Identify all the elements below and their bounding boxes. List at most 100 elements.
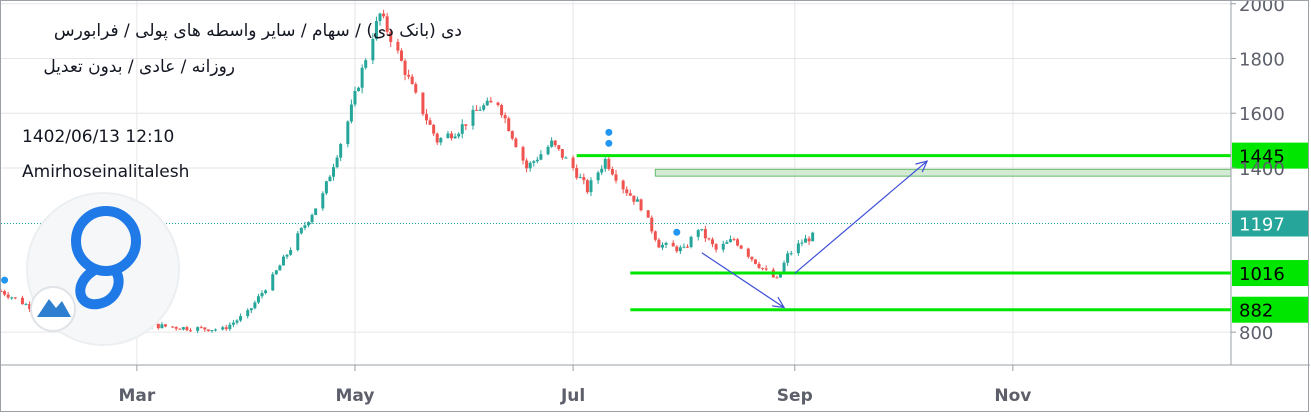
axis-labels: 800 1400 1600 1800 2000 Mar May Jul Sep Nov <box>118 0 1285 406</box>
candle-body <box>307 222 310 226</box>
level-price-label: 1016 <box>1239 264 1285 285</box>
candle-body <box>707 238 711 240</box>
chart-settings-line: روزانه / عادی / بدون تعدیل <box>43 57 235 77</box>
candle-body <box>757 263 761 268</box>
candle-body <box>571 157 575 168</box>
candle-body <box>385 16 389 32</box>
candle-body <box>181 327 185 330</box>
candle-body <box>253 302 257 309</box>
candle-body <box>686 246 690 248</box>
event-dot <box>605 139 613 147</box>
x-tick-label: Mar <box>118 386 155 406</box>
last-price-tag <box>1232 210 1308 237</box>
candle-body <box>560 149 564 158</box>
candle-body <box>796 243 800 254</box>
candle-body <box>657 239 661 248</box>
event-dot <box>673 228 681 236</box>
chart-grid <box>1 1 1231 365</box>
candle-body <box>664 242 668 245</box>
candle-body <box>550 140 554 147</box>
candle-body <box>646 210 650 218</box>
level-price-label: 882 <box>1239 301 1273 322</box>
candle-body <box>503 115 507 119</box>
candle-body <box>424 114 428 121</box>
candle-body <box>389 31 393 42</box>
candle-body <box>485 100 489 106</box>
y-tick-label: 800 <box>1239 323 1273 344</box>
overlays: 1445 1016 882 1197 <box>1 128 1308 323</box>
candle-body <box>600 168 604 173</box>
candle-body <box>239 316 243 321</box>
candle-body <box>378 13 382 22</box>
candle-body <box>496 102 500 106</box>
candles <box>0 9 815 344</box>
candle-body <box>739 245 743 249</box>
level-price-tag <box>1232 142 1308 169</box>
candle-body <box>700 229 704 231</box>
candle-body <box>324 181 328 194</box>
candle-body <box>786 253 790 263</box>
candle-body <box>6 294 10 298</box>
candle-body <box>428 120 432 125</box>
level-price-tag <box>1232 260 1308 287</box>
candle-body <box>10 297 14 299</box>
candle-body <box>535 159 539 162</box>
candle-body <box>374 21 378 39</box>
symbol-title: دی (بانک دی) / سهام / سایر واسطه های پول… <box>53 21 462 41</box>
candle-body <box>260 293 264 297</box>
candle-body <box>364 60 368 68</box>
candle-body <box>203 327 207 330</box>
candle-body <box>696 230 700 237</box>
candle-body <box>725 242 729 244</box>
candle-body <box>532 161 536 163</box>
candle-body <box>206 329 210 332</box>
candle-body <box>382 13 386 17</box>
level-price-label: 1445 <box>1239 147 1285 168</box>
candle-body <box>804 238 808 243</box>
candle-body <box>614 174 618 181</box>
candle-body <box>278 265 282 271</box>
y-tick-label: 1600 <box>1239 104 1285 125</box>
candle-body <box>585 180 589 193</box>
candle-body <box>728 239 732 243</box>
candle-body <box>360 67 364 88</box>
candle-body <box>13 297 17 299</box>
candle-body <box>264 290 268 294</box>
candle-body <box>3 291 7 295</box>
candle-body <box>285 254 289 257</box>
candle-body <box>610 168 614 175</box>
candle-body <box>328 176 332 182</box>
candle-body <box>528 162 532 169</box>
candle-body <box>782 262 786 273</box>
candle-body <box>189 330 193 332</box>
candle-body <box>703 229 707 239</box>
candle-body <box>224 327 228 330</box>
candle-body <box>296 233 300 251</box>
candle-body <box>596 172 600 181</box>
candle-body <box>564 157 568 159</box>
candle-body <box>271 274 275 291</box>
candle-body <box>475 109 479 111</box>
trend-arrow <box>701 252 785 309</box>
candle-body <box>510 131 514 139</box>
candle-body <box>775 277 779 279</box>
candle-body <box>457 133 461 137</box>
candle-body <box>750 256 754 260</box>
candle-body <box>332 167 336 177</box>
candle-body <box>761 267 765 269</box>
candle-body <box>650 217 654 232</box>
y-tick-label: 1400 <box>1239 159 1285 180</box>
candle-body <box>736 239 740 246</box>
last-price-label: 1197 <box>1239 215 1285 236</box>
candle-body <box>450 133 454 139</box>
candle-body <box>689 236 693 247</box>
candle-body <box>178 328 182 330</box>
candle-body <box>635 199 639 202</box>
author-name: Amirhoseinalitalesh <box>22 162 190 182</box>
candle-body <box>525 160 529 169</box>
candle-body <box>714 244 718 250</box>
candle-body <box>171 326 175 328</box>
candle-body <box>778 272 782 278</box>
candle-body <box>607 158 611 169</box>
